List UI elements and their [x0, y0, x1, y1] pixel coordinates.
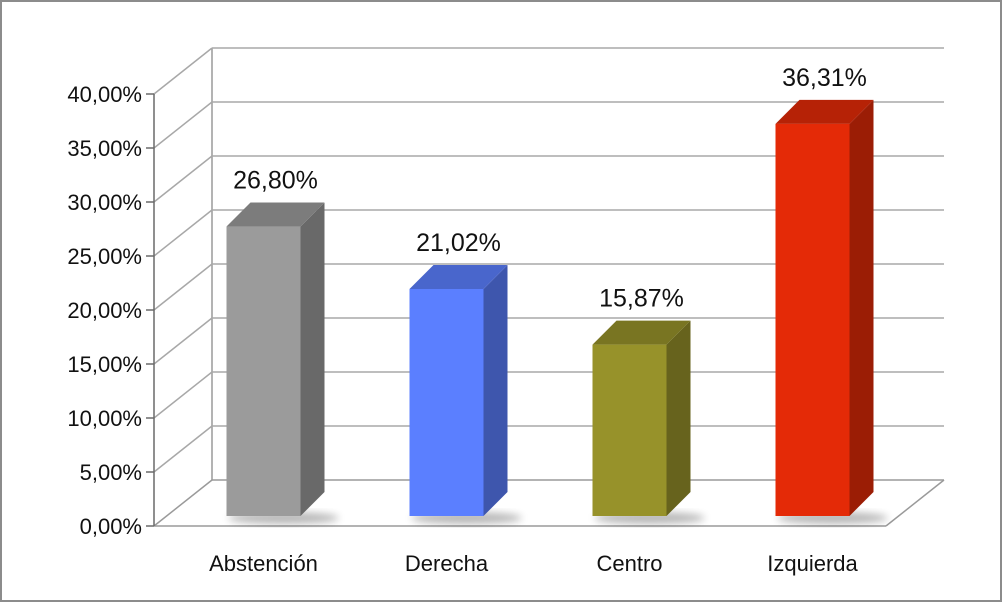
- gridline-side: [153, 371, 213, 419]
- bar-4: 36,31%: [775, 64, 888, 524]
- x-axis-labels: Abstención Derecha Centro Izquierda: [209, 551, 858, 576]
- x-category-label: Abstención: [209, 551, 318, 576]
- bar-front-face: [775, 123, 850, 517]
- floor-right-edge: [885, 479, 945, 527]
- y-tick-label: 5,00%: [80, 460, 142, 485]
- data-label: 21,02%: [416, 229, 501, 257]
- data-label: 36,31%: [782, 64, 867, 92]
- y-tick-label: 30,00%: [67, 190, 142, 215]
- gridline-side: [153, 209, 213, 257]
- y-tick-label: 10,00%: [67, 406, 142, 431]
- data-label: 26,80%: [233, 167, 318, 195]
- y-tick-label: 15,00%: [67, 352, 142, 377]
- bar-top-face: [226, 202, 325, 227]
- y-tick-label: 0,00%: [80, 514, 142, 539]
- bar-side-face: [849, 99, 874, 517]
- bar-side-face: [300, 202, 325, 516]
- y-tick-label: 20,00%: [67, 298, 142, 323]
- bar-1: 26,80%: [226, 167, 339, 524]
- bar-3: 15,87%: [592, 285, 705, 524]
- y-tick-label: 35,00%: [67, 136, 142, 161]
- data-label: 15,87%: [599, 285, 684, 313]
- bar-top-face: [592, 320, 691, 345]
- gridline-side: [153, 101, 213, 149]
- bar-side-face: [666, 320, 691, 516]
- gridline-side: [153, 47, 213, 95]
- bar-side-face: [483, 264, 508, 516]
- floor-left-edge: [153, 479, 213, 527]
- x-category-label: Centro: [596, 551, 662, 576]
- bars: 26,80% 21,02% 15,87% 36,31%: [226, 64, 888, 524]
- bar-front-face: [226, 226, 301, 516]
- bar-front-face: [592, 344, 667, 516]
- x-category-label: Izquierda: [767, 551, 858, 576]
- y-tick-label: 40,00%: [67, 82, 142, 107]
- y-axis: 0,00% 5,00% 10,00% 15,00% 20,00% 25,00% 30,00%…: [67, 82, 155, 539]
- gridline-side: [153, 425, 213, 473]
- y-tick-label: 25,00%: [67, 244, 142, 269]
- bar-front-face: [409, 288, 484, 516]
- gridline-side: [153, 317, 213, 365]
- bar-top-face: [409, 264, 508, 289]
- gridline-side: [153, 155, 213, 203]
- bar-2: 21,02%: [409, 229, 522, 524]
- bar-top-face: [775, 99, 874, 124]
- gridline-side: [153, 263, 213, 311]
- x-category-label: Derecha: [405, 551, 489, 576]
